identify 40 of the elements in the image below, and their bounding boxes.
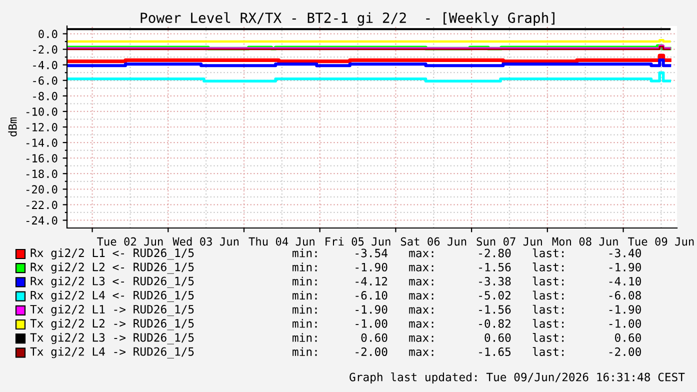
y-axis-title: dBm bbox=[8, 117, 17, 136]
y-tick-label: -14.0 bbox=[26, 138, 58, 147]
legend-label: Rx gi2/2 L1 <- RUD26_1/5 bbox=[30, 248, 194, 260]
chart-title: Power Level RX/TX - BT2-1 gi 2/2 - [Weekly Graph] bbox=[140, 12, 554, 26]
legend-label: Tx gi2/2 L4 -> RUD26_1/5 bbox=[30, 347, 194, 358]
y-tick-label: -8.0 bbox=[33, 92, 58, 100]
y-tick-label: 0.0 bbox=[38, 30, 58, 38]
x-tick-label: Tue 09 Jun bbox=[628, 237, 694, 246]
x-tick-label: Fri 05 Jun bbox=[326, 237, 390, 246]
y-tick-label: -24.0 bbox=[26, 216, 58, 225]
x-tick-label: Sun 07 Jun bbox=[476, 237, 542, 246]
y-tick-label: -10.0 bbox=[26, 107, 58, 116]
text: Graph last updated: Tue 09/Jun/2026 16:31:48 CEST bbox=[350, 372, 685, 384]
text: min: -4.12 max: -3.38 last: -4.10 bbox=[292, 276, 641, 286]
x-tick-label: Sat 06 Jun bbox=[400, 237, 466, 246]
x-tick-label: Mon 08 Jun bbox=[552, 237, 618, 246]
legend-label: Tx gi2/2 L2 -> RUD26_1/5 bbox=[30, 318, 194, 330]
legend-label: Rx gi2/2 L4 <- RUD26_1/5 bbox=[30, 290, 194, 302]
legend-label: Rx gi2/2 L2 <- RUD26_1/5 bbox=[30, 262, 194, 274]
text: min: -3.54 max: -2.80 last: -3.40 bbox=[292, 248, 641, 258]
legend-label: Tx gi2/2 L3 -> RUD26_1/5 bbox=[30, 332, 194, 344]
x-tick-label: Tue 02 Jun bbox=[97, 237, 163, 246]
legend-label: Tx gi2/2 L1 -> RUD26_1/5 bbox=[30, 304, 194, 316]
legend-label: Rx gi2/2 L3 <- RUD26_1/5 bbox=[30, 276, 194, 288]
text: min: -2.00 max: -1.65 last: -2.00 bbox=[292, 347, 641, 356]
y-tick-label: -20.0 bbox=[26, 185, 58, 194]
y-tick-label: -6.0 bbox=[33, 76, 58, 85]
y-tick-label: -16.0 bbox=[26, 154, 58, 162]
y-tick-label: -18.0 bbox=[26, 170, 58, 178]
y-tick-label: -4.0 bbox=[33, 60, 58, 70]
y-tick-label: -2.0 bbox=[33, 45, 58, 54]
text: min: -1.90 max: -1.56 last: -1.90 bbox=[292, 262, 641, 272]
text: min: -1.00 max: -0.82 last: -1.00 bbox=[292, 318, 641, 328]
text: min: -6.10 max: -5.02 last: -6.08 bbox=[292, 290, 641, 300]
y-tick-label: -12.0 bbox=[26, 123, 58, 132]
y-tick-label: -22.0 bbox=[26, 200, 58, 210]
text: min: -1.90 max: -1.56 last: -1.90 bbox=[292, 304, 641, 314]
text: min: 0.60 max: 0.60 last: 0.60 bbox=[292, 333, 641, 342]
x-tick-label: Wed 03 Jun bbox=[172, 237, 239, 246]
x-tick-label: Thu 04 Jun bbox=[248, 237, 314, 246]
